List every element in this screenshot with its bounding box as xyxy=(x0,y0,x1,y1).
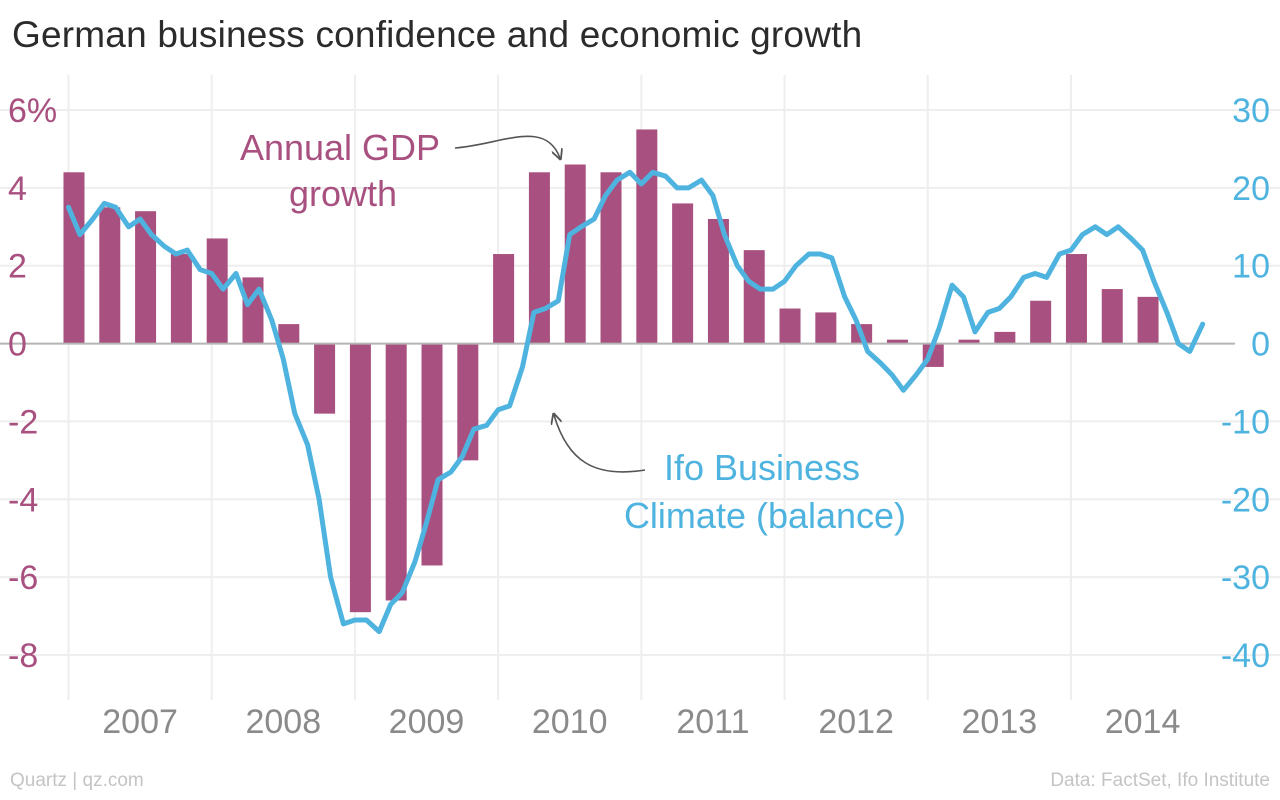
gdp-bar xyxy=(421,343,443,566)
gdp-bar xyxy=(958,339,980,344)
footer-source-left: Quartz | qz.com xyxy=(10,770,144,791)
ifo-line xyxy=(66,169,1206,635)
left-tick-label: 6% xyxy=(8,92,57,130)
footer-source-right: Data: FactSet, Ifo Institute xyxy=(1050,770,1270,791)
gdp-bar xyxy=(600,172,622,344)
ifo-series-line xyxy=(66,169,1206,635)
left-axis-ticks: 6% 4 2 0 -2 -4 -6 -8 xyxy=(8,92,57,675)
left-tick-label: 4 xyxy=(8,170,27,208)
gdp-bar xyxy=(170,254,192,344)
annotations: Annual GDP growth Ifo Business Climate (bal… xyxy=(240,127,906,536)
gdp-bar xyxy=(672,203,694,344)
ifo-annotation-line2: Climate (balance) xyxy=(624,495,906,536)
x-axis-ticks: 2007 2008 2009 2010 2011 2012 2013 2014 xyxy=(102,703,1180,741)
x-tick-label: 2009 xyxy=(389,703,465,741)
right-tick-label: 30 xyxy=(1232,92,1270,130)
right-tick-label: -10 xyxy=(1221,403,1270,441)
left-tick-label: 2 xyxy=(8,248,27,286)
chart-title: German business confidence and economic … xyxy=(12,14,863,55)
gdp-bar xyxy=(743,250,765,344)
right-tick-label: 20 xyxy=(1232,170,1270,208)
gdp-annotation-arrow xyxy=(454,135,560,158)
gdp-bars xyxy=(63,129,1159,613)
right-tick-label: 0 xyxy=(1251,326,1270,364)
gdp-bar xyxy=(528,172,550,344)
gdp-bar xyxy=(564,164,586,344)
gdp-bar xyxy=(135,211,157,344)
gdp-bar xyxy=(636,129,658,344)
x-tick-label: 2008 xyxy=(245,703,321,741)
gdp-bar xyxy=(707,219,729,344)
right-tick-label: 10 xyxy=(1232,248,1270,286)
gdp-bar xyxy=(385,343,407,601)
gdp-annotation-line1: Annual GDP xyxy=(240,127,440,168)
ifo-annotation-line1: Ifo Business xyxy=(664,447,860,488)
gdp-bar xyxy=(63,172,85,344)
x-tick-label: 2013 xyxy=(962,703,1038,741)
gdp-bar xyxy=(1137,296,1159,344)
right-axis-ticks: 30 20 10 0 -10 -20 -30 -40 xyxy=(1221,92,1270,675)
right-tick-label: -40 xyxy=(1221,637,1270,675)
gdp-bar xyxy=(493,254,515,344)
ifo-annotation-arrow xyxy=(554,415,646,473)
left-tick-label: -8 xyxy=(8,637,38,675)
gdp-bar xyxy=(994,331,1016,344)
gdp-bar xyxy=(779,308,801,344)
x-tick-label: 2007 xyxy=(102,703,178,741)
gdp-annotation-line2: growth xyxy=(289,173,397,214)
x-tick-label: 2011 xyxy=(676,703,749,741)
x-tick-label: 2010 xyxy=(532,703,608,741)
gdp-bar xyxy=(1065,254,1087,344)
x-tick-label: 2014 xyxy=(1105,703,1181,741)
gdp-bar xyxy=(1030,300,1052,344)
gdp-bar xyxy=(1101,289,1123,344)
gdp-bar xyxy=(886,339,908,344)
left-tick-label: -4 xyxy=(8,481,38,519)
left-tick-label: -6 xyxy=(8,559,38,597)
gdp-bar xyxy=(278,324,300,344)
gdp-bar xyxy=(206,238,228,344)
left-tick-label: 0 xyxy=(8,326,27,364)
gdp-bar xyxy=(815,312,837,344)
right-tick-label: -30 xyxy=(1221,559,1270,597)
x-tick-label: 2012 xyxy=(818,703,894,741)
gdp-bar xyxy=(349,343,371,613)
left-tick-label: -2 xyxy=(8,403,38,441)
gdp-bar xyxy=(99,207,121,344)
gdp-bar xyxy=(314,343,336,414)
right-tick-label: -20 xyxy=(1221,481,1270,519)
